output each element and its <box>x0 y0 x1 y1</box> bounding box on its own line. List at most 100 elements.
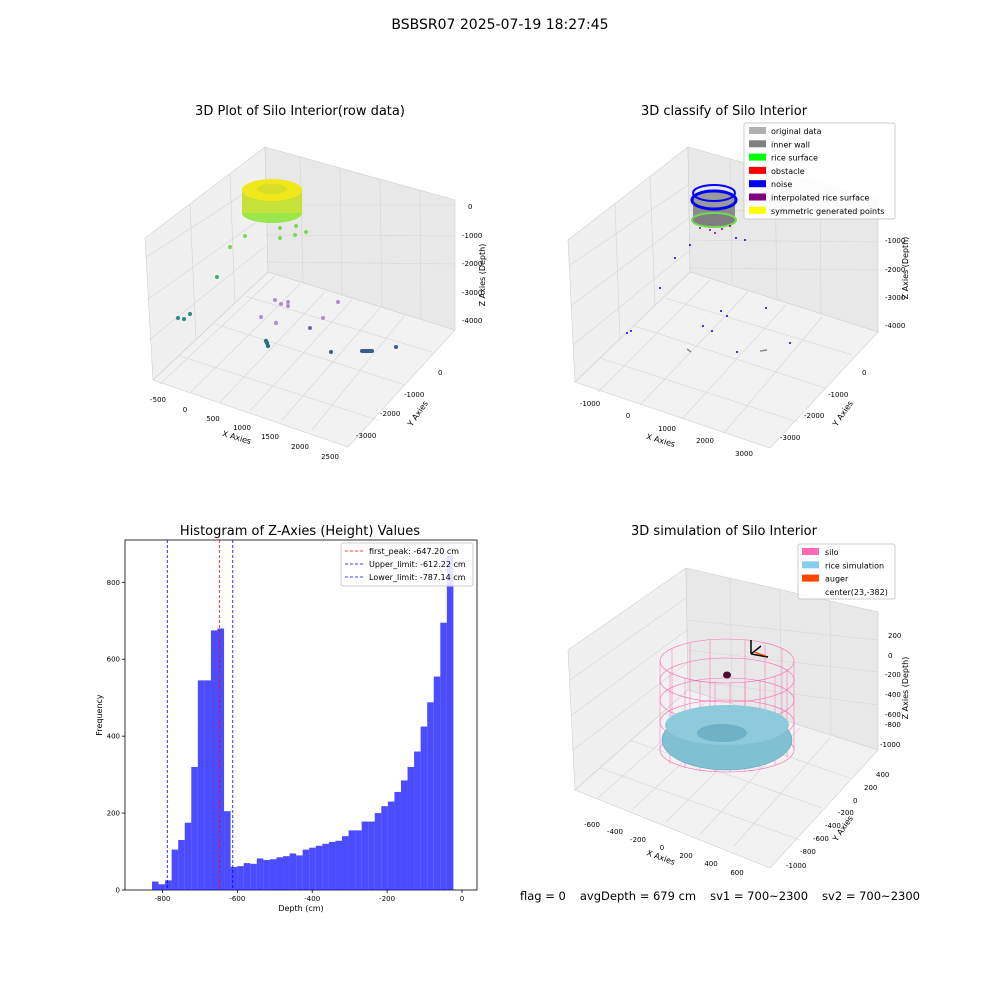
histogram-bar <box>243 863 251 890</box>
classify-3d-plot: -1000 0 1000 2000 3000 X Axies 0 -1000 -… <box>567 122 910 458</box>
histogram-bar <box>328 841 336 890</box>
histogram-legend: first_peak: -647.20 cm Upper_limit: -612.… <box>340 542 474 587</box>
classify-z-ticks: -1000 -2000 -3000 -4000 <box>885 237 905 330</box>
histogram-bar <box>269 859 277 890</box>
classify-y-ticks: 0 -1000 -2000 -3000 <box>780 369 866 442</box>
classify-z-label: Z Axies (Depth) <box>901 237 910 300</box>
histogram-bar <box>387 801 395 890</box>
sim-z-tick: -400 <box>885 691 901 699</box>
histogram-bar <box>184 822 192 890</box>
histogram-legend-label: Lower_limit: -787.14 cm <box>369 573 466 582</box>
histogram-bar <box>256 858 264 890</box>
histogram-bar <box>440 622 447 890</box>
histogram-bar <box>374 813 382 890</box>
histogram-x-label: Depth (cm) <box>278 904 323 913</box>
histogram-bar <box>322 843 329 890</box>
sim-legend-label: rice simulation <box>825 561 884 570</box>
sim-y-tick: 0 <box>853 797 857 805</box>
histogram-bar <box>250 863 257 890</box>
sim-z-tick: 0 <box>888 652 892 660</box>
raw-x-tick: 0 <box>183 406 187 414</box>
classify-plot-title: 3D classify of Silo Interior <box>640 104 808 119</box>
simulation-legend: silo rice simulation auger center(23,-382) <box>797 543 896 600</box>
classify-z-tick: -4000 <box>885 322 905 330</box>
histogram-chart: -800 -600 -400 -200 0 0 200 400 600 800 Depth (c… <box>95 539 478 913</box>
histogram-bar <box>348 830 356 890</box>
sim-legend-swatch <box>802 548 819 555</box>
histogram-bar <box>230 866 238 890</box>
sim-legend-label: center(23,-382) <box>825 588 888 597</box>
histogram-bar <box>446 555 454 890</box>
histogram-bar <box>368 821 375 890</box>
histogram-bar <box>289 853 297 890</box>
histogram-bar <box>204 680 211 890</box>
histogram-bar <box>414 751 421 890</box>
classify-legend-label: obstacle <box>771 167 805 176</box>
classify-legend-swatch <box>749 180 766 188</box>
histogram-bar <box>427 702 434 890</box>
sim-y-tick: -800 <box>800 848 816 856</box>
classify-legend-swatch <box>749 140 766 148</box>
raw-y-tick: -2000 <box>380 410 400 418</box>
histogram-bar <box>197 680 205 890</box>
raw-y-ticks: 0 -1000 -2000 -3000 <box>356 369 442 440</box>
histogram-bar <box>283 856 290 890</box>
classify-y-tick: -3000 <box>780 434 800 442</box>
sim-z-tick: 200 <box>888 632 901 640</box>
classify-x-tick: 3000 <box>735 450 753 458</box>
sim-legend-swatch <box>802 561 819 569</box>
sim-x-tick: -400 <box>607 828 623 836</box>
classify-legend-label: noise <box>771 180 792 189</box>
flag-text: flag = 0 <box>520 889 566 903</box>
classify-y-tick: -2000 <box>804 412 824 420</box>
raw-plot-title: 3D Plot of Silo Interior(row data) <box>195 104 405 119</box>
histogram-bar <box>158 884 166 890</box>
sim-z-label: Z Axies (Depth) <box>901 657 910 720</box>
histogram-bar <box>237 866 244 890</box>
histogram-legend-label: first_peak: -647.20 cm <box>369 547 459 556</box>
sv1-text: sv1 = 700~2300 <box>710 889 809 903</box>
raw-z-tick: -3000 <box>462 289 482 297</box>
histogram-bar <box>224 811 231 890</box>
histogram-y-label: Frequency <box>95 694 104 736</box>
histogram-x-tick-label: 0 <box>460 895 464 903</box>
status-footer: flag = 0 avgDepth = 679 cm sv1 = 700~2300 s… <box>520 889 934 903</box>
histogram-bar <box>296 855 303 890</box>
histogram-bar <box>407 766 415 890</box>
classify-x-ticks: -1000 0 1000 2000 3000 <box>580 400 753 458</box>
sim-y-tick: 200 <box>864 784 877 792</box>
classify-legend-label: interpolated rice surface <box>771 194 869 203</box>
classify-x-tick: 1000 <box>658 425 676 433</box>
sim-z-ticks: 200 0 -200 -400 -600 -800 -1000 <box>880 632 901 749</box>
sv2-text: sv2 = 700~2300 <box>822 889 920 903</box>
sim-z-tick: -800 <box>885 721 901 729</box>
histogram-bar <box>394 791 401 890</box>
sim-z-tick: -200 <box>885 671 901 679</box>
raw-z-tick: -1000 <box>462 232 482 240</box>
histogram-bar <box>335 840 343 890</box>
avg-depth-text: avgDepth = 679 cm <box>579 889 697 903</box>
histogram-bar <box>309 847 316 890</box>
classify-y-tick: 0 <box>862 369 866 377</box>
histogram-bar <box>210 630 218 890</box>
figure-title: BSBSR07 2025-07-19 18:27:45 <box>391 17 609 33</box>
sim-x-tick: -600 <box>584 821 600 829</box>
raw-x-tick: 1000 <box>233 424 251 432</box>
sim-y-tick: -600 <box>813 835 829 843</box>
histogram-bar <box>361 821 369 890</box>
sim-y-ticks: 400 200 0 -200 -400 -600 -800 -1000 <box>786 771 889 870</box>
histogram-bar <box>151 881 159 890</box>
histogram-legend-label: Upper_limit: -612.22 cm <box>369 560 466 569</box>
classify-legend-swatch <box>749 127 766 134</box>
sim-z-tick: -1000 <box>880 741 900 749</box>
histogram-bar <box>420 726 428 890</box>
histogram-bar <box>315 845 323 890</box>
raw-z-ticks: 0 -1000 -2000 -3000 -4000 <box>462 203 482 325</box>
sim-x-tick: 400 <box>704 860 717 868</box>
raw-x-tick: -500 <box>150 396 166 404</box>
histogram-bar <box>355 830 362 890</box>
classify-legend: original data inner wall rice surface obsta… <box>743 122 896 220</box>
histogram-bar <box>433 676 441 890</box>
histogram-x-tick-label: -200 <box>379 895 395 903</box>
histogram-bar <box>191 766 198 890</box>
